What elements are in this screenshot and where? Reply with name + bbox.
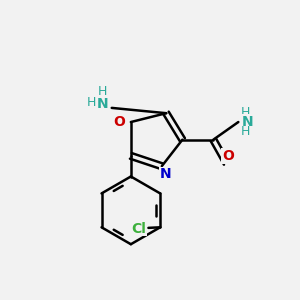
Text: H: H bbox=[241, 106, 250, 119]
Text: H: H bbox=[98, 85, 108, 98]
Text: H: H bbox=[86, 96, 96, 110]
Text: H: H bbox=[241, 125, 250, 138]
Text: N: N bbox=[97, 98, 109, 111]
Text: N: N bbox=[242, 115, 253, 129]
Text: O: O bbox=[114, 115, 126, 129]
Text: Cl: Cl bbox=[131, 222, 146, 236]
Text: O: O bbox=[222, 149, 234, 163]
Text: N: N bbox=[160, 167, 171, 182]
